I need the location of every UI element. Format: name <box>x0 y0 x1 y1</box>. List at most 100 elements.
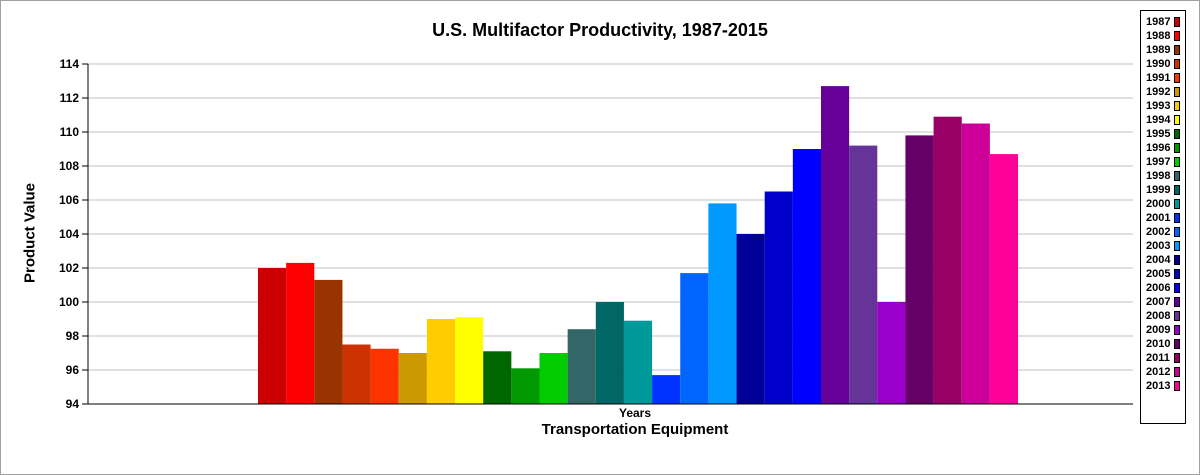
bar-1993 <box>426 319 456 404</box>
legend-swatch <box>1174 227 1180 237</box>
legend-swatch <box>1174 143 1180 153</box>
bar-1995 <box>483 351 512 404</box>
y-tick-label: 94 <box>66 397 80 411</box>
legend-item-2011: 2011 <box>1141 351 1185 365</box>
y-tick-label: 106 <box>59 193 79 207</box>
legend-swatch <box>1174 311 1180 321</box>
x-axis-label: Years <box>618 406 652 420</box>
bar-1994 <box>455 317 484 404</box>
legend-item-2003: 2003 <box>1141 239 1185 253</box>
legend-item-1987: 1987 <box>1141 15 1185 29</box>
bar-2003 <box>708 203 737 404</box>
bar-2000 <box>623 320 653 404</box>
bar-1999 <box>595 302 624 404</box>
y-tick-label: 100 <box>59 295 79 309</box>
legend-label: 1999 <box>1146 184 1171 196</box>
legend-swatch <box>1174 157 1180 167</box>
legend-item-1990: 1990 <box>1141 57 1185 71</box>
legend-label: 2000 <box>1146 198 1171 210</box>
legend-label: 2012 <box>1146 366 1171 378</box>
bar-1998 <box>567 329 596 404</box>
legend-swatch <box>1174 87 1180 97</box>
legend-swatch <box>1174 199 1180 209</box>
legend-swatch <box>1174 115 1180 125</box>
legend-label: 2005 <box>1146 268 1171 280</box>
bar-1996 <box>511 368 540 404</box>
bar-1989 <box>314 279 343 404</box>
bar-2004 <box>736 234 765 404</box>
bar-1992 <box>398 353 427 404</box>
legend-item-1997: 1997 <box>1141 155 1185 169</box>
legend-item-1998: 1998 <box>1141 169 1185 183</box>
bar-1988 <box>286 262 315 404</box>
legend-swatch <box>1174 269 1180 279</box>
y-tick-label: 110 <box>60 125 80 139</box>
legend-label: 1989 <box>1146 44 1171 56</box>
bar-1990 <box>342 344 371 404</box>
legend-item-2002: 2002 <box>1141 225 1185 239</box>
legend-swatch <box>1174 73 1180 83</box>
bar-2011 <box>933 116 962 404</box>
legend-label: 1993 <box>1146 100 1171 112</box>
legend-swatch <box>1174 255 1180 265</box>
legend-item-1999: 1999 <box>1141 183 1185 197</box>
legend-item-2005: 2005 <box>1141 267 1185 281</box>
legend-item-2001: 2001 <box>1141 211 1185 225</box>
y-tick-label: 98 <box>66 329 80 343</box>
legend-swatch <box>1174 353 1180 363</box>
bar-2013 <box>989 154 1019 404</box>
legend-item-1996: 1996 <box>1141 141 1185 155</box>
legend-label: 1996 <box>1146 142 1171 154</box>
bar-2012 <box>961 123 990 404</box>
legend-label: 1992 <box>1146 86 1171 98</box>
bar-2002 <box>680 273 709 404</box>
bar-2001 <box>652 375 681 404</box>
legend-item-1994: 1994 <box>1141 113 1185 127</box>
legend-label: 1991 <box>1146 72 1171 84</box>
legend-label: 2004 <box>1146 254 1171 266</box>
y-tick-label: 112 <box>60 91 80 105</box>
y-tick-label: 102 <box>59 261 79 275</box>
bar-2009 <box>877 302 906 404</box>
legend-label: 1998 <box>1146 170 1171 182</box>
legend-item-2012: 2012 <box>1141 365 1185 379</box>
legend-label: 1988 <box>1146 30 1171 42</box>
legend-label: 2006 <box>1146 282 1171 294</box>
legend-swatch <box>1174 101 1180 111</box>
bar-2006 <box>792 149 821 404</box>
legend-item-1993: 1993 <box>1141 99 1185 113</box>
legend: 1987 1988 1989 1990 1991 1992 1993 1994 1995 1996… <box>1140 10 1186 424</box>
legend-label: 2007 <box>1146 296 1171 308</box>
legend-item-2009: 2009 <box>1141 323 1185 337</box>
legend-swatch <box>1174 17 1180 27</box>
bar-2010 <box>905 135 934 404</box>
bar-2008 <box>849 145 878 404</box>
legend-label: 1995 <box>1146 128 1171 140</box>
legend-label: 2003 <box>1146 240 1171 252</box>
legend-label: 2013 <box>1146 380 1171 392</box>
legend-label: 2002 <box>1146 226 1171 238</box>
legend-item-1995: 1995 <box>1141 127 1185 141</box>
y-tick-label: 104 <box>59 227 79 241</box>
legend-swatch <box>1174 339 1180 349</box>
legend-item-1991: 1991 <box>1141 71 1185 85</box>
legend-item-2008: 2008 <box>1141 309 1185 323</box>
legend-swatch <box>1174 283 1180 293</box>
y-tick-label: 114 <box>60 57 80 71</box>
legend-item-2004: 2004 <box>1141 253 1185 267</box>
legend-swatch <box>1174 45 1180 55</box>
legend-item-2007: 2007 <box>1141 295 1185 309</box>
legend-item-1989: 1989 <box>1141 43 1185 57</box>
legend-item-2010: 2010 <box>1141 337 1185 351</box>
legend-swatch <box>1174 171 1180 181</box>
legend-swatch <box>1174 31 1180 41</box>
legend-label: 2011 <box>1146 352 1170 364</box>
chart-subtitle: Transportation Equipment <box>541 421 729 438</box>
legend-swatch <box>1174 129 1180 139</box>
bar-1997 <box>539 353 568 404</box>
legend-swatch <box>1174 297 1180 307</box>
bar-1991 <box>370 348 399 404</box>
legend-item-2000: 2000 <box>1141 197 1185 211</box>
legend-label: 2009 <box>1146 324 1171 336</box>
